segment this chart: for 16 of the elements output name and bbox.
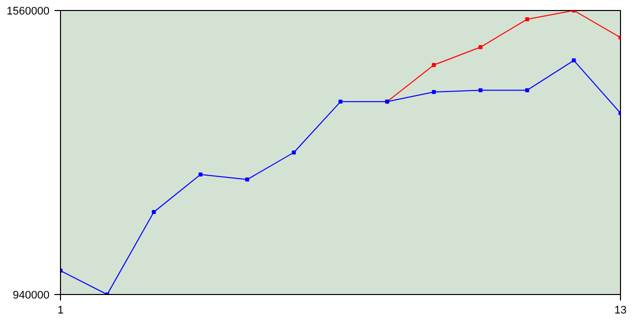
point — [572, 58, 576, 62]
point — [245, 178, 250, 182]
point — [478, 45, 482, 50]
x-tick-label: 13 — [614, 304, 627, 316]
point — [338, 100, 342, 104]
y-tick-label: 1560000 — [6, 6, 50, 18]
point — [152, 210, 156, 214]
point — [525, 17, 530, 22]
x-tick-label: 1 — [57, 304, 64, 316]
point — [292, 150, 296, 154]
point — [432, 63, 436, 68]
point — [432, 90, 436, 94]
y-tick-label: 940000 — [12, 290, 50, 302]
point — [478, 88, 482, 92]
point — [525, 88, 530, 92]
point — [198, 172, 202, 176]
